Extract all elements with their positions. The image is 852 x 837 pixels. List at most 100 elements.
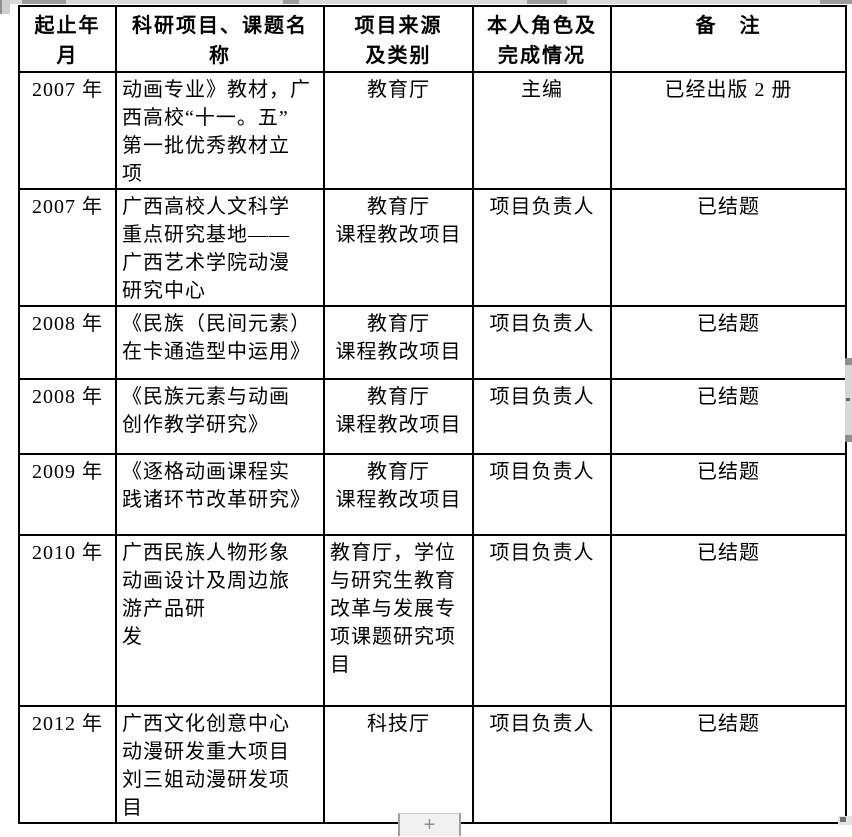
- period-text: 2009 年: [32, 461, 103, 483]
- source-text: 教育厅，学位 与研究生教育 改革与发展专 项课题研究项 目: [330, 542, 456, 676]
- header-period-label: 起止年 月: [34, 15, 101, 67]
- scrollbar-cap-top: [845, 358, 852, 365]
- period-text: 2008 年: [32, 313, 103, 335]
- cell-project[interactable]: 《民族元素与动画 创作教学研究》: [115, 378, 325, 455]
- project-text: 广西文化创意中心 动漫研发重大项目 刘三姐动漫研发项 目: [122, 713, 290, 819]
- cell-period[interactable]: 2007 年: [18, 71, 117, 190]
- table-row: 2012 年 广西文化创意中心 动漫研发重大项目 刘三姐动漫研发项 目 科技厅 …: [18, 705, 847, 824]
- source-text: 教育厅: [367, 79, 430, 101]
- cell-role[interactable]: 主编: [472, 71, 612, 190]
- role-text: 项目负责人: [489, 542, 595, 564]
- cell-remark[interactable]: 已结题: [610, 534, 847, 707]
- cell-role[interactable]: 项目负责人: [472, 305, 612, 380]
- page-corner-artifact: [0, 0, 10, 14]
- role-text: 项目负责人: [489, 461, 595, 483]
- research-projects-table: 起止年 月 科研项目、课题名称 项目来源 及类别 本人角色及 完成情况 备 注 …: [18, 5, 847, 824]
- remark-text: 已结题: [697, 386, 760, 408]
- source-text: 科技厅: [367, 713, 430, 735]
- cell-role[interactable]: 项目负责人: [472, 534, 612, 707]
- top-edge-smudge: [22, 0, 66, 4]
- period-text: 2008 年: [32, 386, 103, 408]
- cell-project[interactable]: 动画专业》教材，广 西高校“十一。五” 第一批优秀教材立 项: [115, 71, 325, 190]
- project-text: 广西高校人文科学 重点研究基地—— 广西艺术学院动漫 研究中心: [122, 196, 290, 302]
- header-remark-label: 备 注: [695, 15, 762, 37]
- bottom-right-dot: [840, 817, 846, 822]
- cell-source[interactable]: 教育厅 课程教改项目: [323, 188, 474, 307]
- table-header-row: 起止年 月 科研项目、课题名称 项目来源 及类别 本人角色及 完成情况 备 注: [18, 5, 847, 73]
- table-row: 2009 年 《逐格动画课程实 践诸环节改革研究》 教育厅 课程教改项目 项目负…: [18, 453, 847, 536]
- remark-text: 已结题: [697, 196, 760, 218]
- cell-period[interactable]: 2009 年: [18, 453, 117, 536]
- header-role[interactable]: 本人角色及 完成情况: [472, 5, 612, 73]
- cell-remark[interactable]: 已结题: [610, 378, 847, 455]
- table-row: 2008 年 《民族（民间元素） 在卡通造型中运用》 教育厅 课程教改项目 项目…: [18, 305, 847, 380]
- cell-project[interactable]: 《民族（民间元素） 在卡通造型中运用》: [115, 305, 325, 380]
- cell-role[interactable]: 项目负责人: [472, 705, 612, 824]
- cell-remark[interactable]: 已结题: [610, 453, 847, 536]
- cell-period[interactable]: 2012 年: [18, 705, 117, 824]
- role-text: 项目负责人: [489, 313, 595, 335]
- header-role-label: 本人角色及 完成情况: [487, 15, 597, 67]
- source-text: 教育厅 课程教改项目: [335, 196, 462, 246]
- table-row: 2007 年 广西高校人文科学 重点研究基地—— 广西艺术学院动漫 研究中心 教…: [18, 188, 847, 307]
- cell-source[interactable]: 教育厅 课程教改项目: [323, 378, 474, 455]
- cell-project[interactable]: 广西民族人物形象 动画设计及周边旅 游产品研 发: [115, 534, 325, 707]
- vertical-scrollbar-thumb[interactable]: [845, 358, 852, 442]
- cell-project[interactable]: 《逐格动画课程实 践诸环节改革研究》: [115, 453, 325, 536]
- project-text: 《民族元素与动画 创作教学研究》: [122, 386, 290, 436]
- top-edge-artifact: [0, 0, 852, 4]
- project-text: 《逐格动画课程实 践诸环节改革研究》: [122, 461, 311, 511]
- bottom-right-artifact: [838, 816, 852, 825]
- cell-period[interactable]: 2010 年: [18, 534, 117, 707]
- cell-role[interactable]: 项目负责人: [472, 378, 612, 455]
- role-text: 项目负责人: [489, 386, 595, 408]
- cell-remark[interactable]: 已结题: [610, 188, 847, 307]
- cell-role[interactable]: 项目负责人: [472, 188, 612, 307]
- top-edge-smudge: [527, 0, 567, 4]
- remark-text: 已经出版 2 册: [664, 79, 793, 101]
- project-text: 《民族（民间元素） 在卡通造型中运用》: [122, 313, 311, 363]
- table-row: 2010 年 广西民族人物形象 动画设计及周边旅 游产品研 发 教育厅，学位 与…: [18, 534, 847, 707]
- source-text: 教育厅 课程教改项目: [335, 313, 462, 363]
- header-period[interactable]: 起止年 月: [18, 5, 117, 73]
- cell-source[interactable]: 科技厅: [323, 705, 474, 824]
- remark-text: 已结题: [697, 313, 760, 335]
- header-source[interactable]: 项目来源 及类别: [323, 5, 474, 73]
- project-text: 动画专业》教材，广 西高校“十一。五” 第一批优秀教材立 项: [122, 79, 311, 185]
- remark-text: 已结题: [697, 542, 760, 564]
- scrollbar-cap-bottom: [845, 435, 852, 442]
- cell-remark[interactable]: 已经出版 2 册: [610, 71, 847, 190]
- plus-icon: +: [423, 813, 436, 836]
- source-text: 教育厅 课程教改项目: [335, 386, 462, 436]
- header-remark[interactable]: 备 注: [610, 5, 847, 73]
- period-text: 2012 年: [32, 713, 103, 735]
- period-text: 2007 年: [32, 196, 103, 218]
- top-edge-smudge: [283, 0, 299, 4]
- role-text: 主编: [521, 79, 563, 101]
- cell-period[interactable]: 2007 年: [18, 188, 117, 307]
- period-text: 2007 年: [32, 79, 103, 101]
- cell-source[interactable]: 教育厅，学位 与研究生教育 改革与发展专 项课题研究项 目: [323, 534, 474, 707]
- cell-source[interactable]: 教育厅: [323, 71, 474, 190]
- cell-project[interactable]: 广西文化创意中心 动漫研发重大项目 刘三姐动漫研发项 目: [115, 705, 325, 824]
- remark-text: 已结题: [697, 713, 760, 735]
- table-row: 2007 年 动画专业》教材，广 西高校“十一。五” 第一批优秀教材立 项 教育…: [18, 71, 847, 190]
- cell-source[interactable]: 教育厅 课程教改项目: [323, 305, 474, 380]
- role-text: 项目负责人: [489, 196, 595, 218]
- cell-period[interactable]: 2008 年: [18, 305, 117, 380]
- cell-remark[interactable]: 已结题: [610, 305, 847, 380]
- role-text: 项目负责人: [489, 713, 595, 735]
- cell-remark[interactable]: 已结题: [610, 705, 847, 824]
- project-text: 广西民族人物形象 动画设计及周边旅 游产品研 发: [122, 542, 290, 648]
- cell-period[interactable]: 2008 年: [18, 378, 117, 455]
- cell-project[interactable]: 广西高校人文科学 重点研究基地—— 广西艺术学院动漫 研究中心: [115, 188, 325, 307]
- cell-role[interactable]: 项目负责人: [472, 453, 612, 536]
- table-row: 2008 年 《民族元素与动画 创作教学研究》 教育厅 课程教改项目 项目负责人…: [18, 378, 847, 455]
- header-project[interactable]: 科研项目、课题名称: [115, 5, 325, 73]
- top-edge-smudge: [820, 0, 852, 4]
- source-text: 教育厅 课程教改项目: [335, 461, 462, 511]
- period-text: 2010 年: [32, 542, 103, 564]
- header-project-label: 科研项目、课题名称: [132, 15, 308, 67]
- cell-source[interactable]: 教育厅 课程教改项目: [323, 453, 474, 536]
- header-source-label: 项目来源 及类别: [354, 15, 443, 67]
